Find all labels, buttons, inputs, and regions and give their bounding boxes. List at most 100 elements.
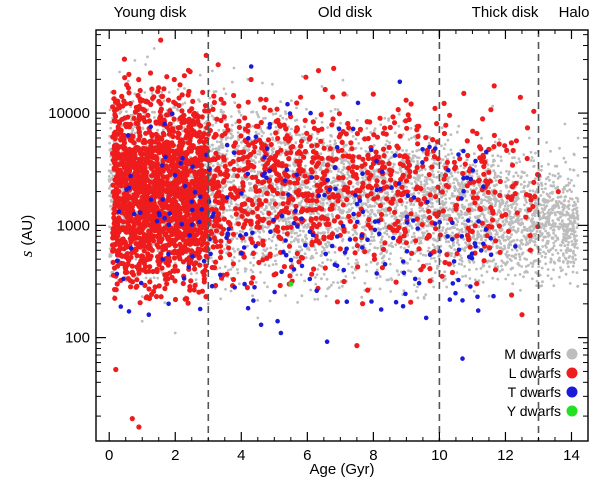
m-dwarf-point <box>284 110 287 113</box>
m-dwarf-point <box>441 184 445 188</box>
m-dwarf-point <box>572 153 576 157</box>
m-dwarf-point <box>558 256 561 260</box>
m-dwarf-point <box>444 197 448 201</box>
m-dwarf-point <box>575 226 579 230</box>
m-dwarf-point <box>538 230 542 234</box>
m-dwarf-point <box>430 197 434 201</box>
m-dwarf-point <box>568 168 572 171</box>
m-dwarf-point <box>566 177 570 181</box>
m-dwarf-point <box>107 175 111 178</box>
m-dwarf-point <box>566 243 570 247</box>
m-dwarf-point <box>531 229 534 233</box>
m-dwarf-point <box>144 63 148 66</box>
m-dwarf-point <box>453 170 457 174</box>
m-dwarf-point <box>567 217 570 221</box>
m-dwarf-point <box>298 229 302 233</box>
m-dwarf-point <box>572 260 575 263</box>
m-dwarf-point <box>340 200 344 203</box>
m-dwarf-point <box>310 254 314 258</box>
m-dwarf-point <box>380 207 384 211</box>
m-dwarf-point <box>275 253 279 257</box>
m-dwarf-point <box>512 225 515 229</box>
m-dwarf-point <box>564 272 568 276</box>
m-dwarf-point <box>513 208 517 212</box>
m-dwarf-point <box>573 253 577 257</box>
m-dwarf-point <box>531 265 534 268</box>
m-dwarf-point <box>516 221 520 225</box>
m-dwarf-point <box>507 152 511 155</box>
m-dwarf-point <box>271 136 274 140</box>
m-dwarf-point <box>458 184 462 188</box>
m-dwarf-point <box>538 273 542 277</box>
m-dwarf-point <box>397 273 401 277</box>
m-dwarf-point <box>273 254 277 258</box>
m-dwarf-point <box>511 254 514 258</box>
m-dwarf-point <box>417 277 421 280</box>
m-dwarf-point <box>297 155 301 159</box>
m-dwarf-point <box>390 215 394 218</box>
m-dwarf-point <box>259 271 262 274</box>
m-dwarf-point <box>269 132 273 136</box>
m-dwarf-point <box>482 193 485 197</box>
m-dwarf-point <box>496 164 500 168</box>
m-dwarf-point <box>311 184 315 188</box>
m-dwarf-point <box>477 190 481 194</box>
m-dwarf-point <box>472 289 476 293</box>
m-dwarf-point <box>274 112 278 116</box>
m-dwarf-point <box>225 243 228 247</box>
m-dwarf-point <box>386 191 389 195</box>
m-dwarf-point <box>355 258 358 262</box>
m-dwarf-point <box>249 207 253 211</box>
m-dwarf-point <box>246 244 249 248</box>
m-dwarf-point <box>305 237 308 241</box>
m-dwarf-point <box>298 185 301 189</box>
m-dwarf-point <box>483 216 486 219</box>
m-dwarf-point <box>304 240 307 244</box>
m-dwarf-point <box>350 265 354 269</box>
m-dwarf-point <box>552 268 555 272</box>
m-dwarf-point <box>365 126 369 130</box>
m-dwarf-point <box>309 187 312 191</box>
m-dwarf-point <box>431 243 435 247</box>
m-dwarf-point <box>364 178 367 182</box>
m-dwarf-point <box>571 215 575 219</box>
m-dwarf-point <box>249 182 253 186</box>
m-dwarf-point <box>437 170 440 174</box>
m-dwarf-point <box>559 269 563 273</box>
m-dwarf-point <box>406 233 410 237</box>
m-dwarf-point <box>453 248 457 252</box>
m-dwarf-point <box>503 222 507 226</box>
m-dwarf-point <box>274 247 278 251</box>
m-dwarf-point <box>432 285 436 289</box>
m-dwarf-point <box>341 237 345 241</box>
m-dwarf-point <box>316 268 320 271</box>
m-dwarf-point <box>389 252 392 256</box>
m-dwarf-point <box>568 188 572 192</box>
m-dwarf-point <box>237 282 241 286</box>
m-dwarf-point <box>383 116 387 120</box>
m-dwarf-point <box>220 161 224 165</box>
m-dwarf-point <box>250 226 254 230</box>
m-dwarf-point <box>372 235 376 239</box>
m-dwarf-point <box>540 168 543 172</box>
m-dwarf-point <box>565 233 568 237</box>
m-dwarf-point <box>333 139 337 143</box>
m-dwarf-point <box>519 223 523 227</box>
m-dwarf-point <box>563 244 567 248</box>
m-dwarf-point <box>416 296 420 300</box>
m-dwarf-point <box>566 260 570 263</box>
m-dwarf-point <box>522 228 526 232</box>
m-dwarf-point <box>111 174 115 178</box>
m-dwarf-point <box>448 207 452 211</box>
m-dwarf-point <box>462 205 465 209</box>
m-dwarf-point <box>327 227 331 231</box>
m-dwarf-point <box>554 248 558 252</box>
m-dwarf-point <box>546 232 549 235</box>
m-dwarf-point <box>534 151 537 155</box>
m-dwarf-point <box>301 181 304 184</box>
m-dwarf-point <box>560 225 564 228</box>
m-dwarf-point <box>564 257 568 261</box>
m-dwarf-point <box>361 176 365 180</box>
m-dwarf-point <box>546 268 550 271</box>
m-dwarf-point <box>562 199 566 203</box>
